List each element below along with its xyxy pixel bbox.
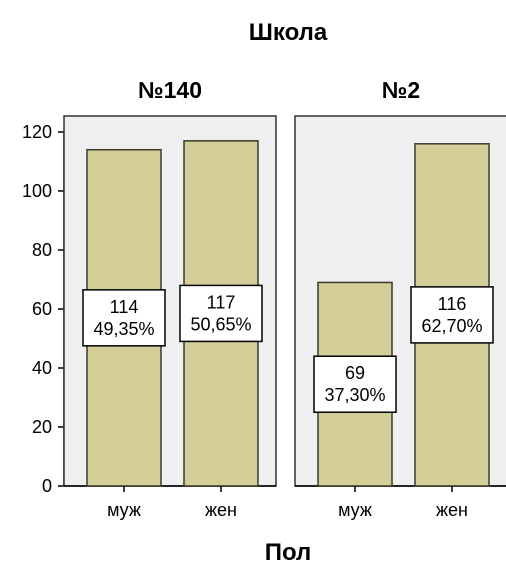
y-tick-label: 20 [32,417,52,437]
data-label-count: 117 [207,292,236,312]
data-label-percent: 62,70% [421,316,482,336]
category-label: жен [436,500,468,520]
data-label-count: 114 [110,297,139,317]
y-axis: 0 20 40 60 80 100 120 [22,122,64,496]
data-label-percent: 49,35% [93,319,154,339]
y-tick-label: 100 [22,181,52,201]
y-tick-label: 40 [32,358,52,378]
chart-title: Школа [249,19,328,46]
category-label: муж [338,500,372,520]
panel-title: №2 [382,77,420,103]
y-tick-label: 120 [22,122,52,142]
panel-title: №140 [138,77,202,103]
category-label: жен [205,500,237,520]
data-label-percent: 37,30% [324,385,385,405]
y-tick-label: 80 [32,240,52,260]
category-label: муж [107,500,141,520]
data-label-percent: 50,65% [190,314,251,334]
y-tick-label: 0 [42,476,52,496]
data-label-count: 69 [345,363,365,383]
y-tick-label: 60 [32,299,52,319]
x-axis-title: Пол [265,539,312,566]
data-label-count: 116 [438,294,467,314]
